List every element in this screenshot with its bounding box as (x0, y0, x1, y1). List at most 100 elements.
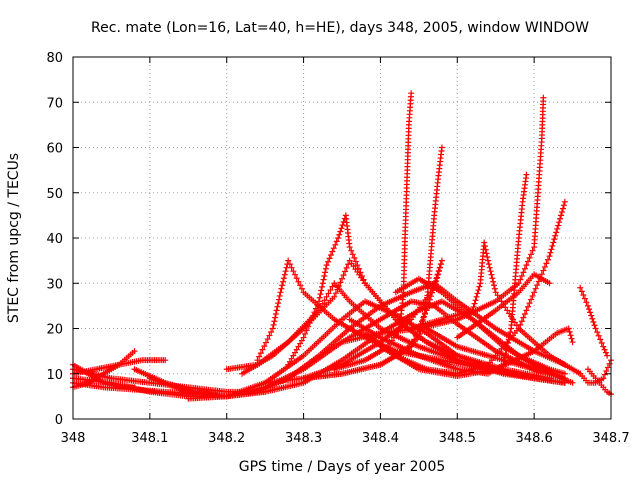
data-point (309, 312, 316, 319)
data-point (504, 307, 511, 314)
data-point (348, 247, 355, 254)
data-point (433, 275, 440, 282)
data-point (306, 320, 313, 327)
data-point (280, 275, 287, 282)
data-point (412, 332, 419, 339)
data-point (273, 307, 280, 314)
data-point (559, 208, 566, 215)
data-point (554, 225, 561, 232)
data-point (355, 265, 362, 272)
data-point (256, 353, 263, 360)
data-series-3 (70, 357, 169, 377)
x-tick-label: 348.2 (208, 431, 245, 446)
y-tick-label: 20 (46, 323, 63, 338)
data-point (295, 343, 302, 350)
data-point (415, 334, 422, 341)
data-point (323, 293, 330, 300)
data-series-21 (408, 239, 584, 377)
data-point (432, 278, 439, 285)
data-point (339, 275, 345, 282)
data-point (327, 287, 334, 294)
y-axis-ticks: 0 10 20 30 40 50 60 70 80 (46, 51, 611, 428)
data-point (546, 253, 553, 260)
data-series-25 (577, 284, 611, 359)
data-point (283, 264, 290, 271)
data-point (319, 280, 326, 287)
data-point (578, 288, 585, 295)
data-point (556, 219, 563, 226)
data-point (587, 309, 594, 316)
data-point (569, 339, 576, 346)
data-point (300, 334, 307, 341)
y-tick-label: 60 (46, 142, 63, 157)
data-point (532, 285, 539, 292)
data-point (329, 283, 336, 290)
data-point (601, 346, 608, 353)
data-point (317, 291, 324, 298)
data-point (548, 246, 555, 253)
data-point (326, 255, 333, 262)
data-point (351, 254, 358, 261)
data-point (312, 305, 319, 312)
data-point (491, 282, 498, 289)
data-point (325, 290, 332, 297)
data-point (337, 228, 344, 235)
data-point (315, 298, 322, 305)
data-point (329, 248, 336, 255)
data-point (547, 249, 554, 256)
data-point (481, 239, 488, 246)
data-point (600, 375, 607, 382)
data-point (293, 346, 300, 353)
x-tick-label: 348.3 (285, 431, 322, 446)
data-point (282, 268, 289, 275)
data-point (331, 293, 338, 300)
data-point (502, 350, 509, 357)
data-point (338, 225, 345, 232)
y-tick-label: 10 (46, 368, 63, 383)
data-point (349, 251, 356, 258)
data-point (476, 283, 483, 290)
data-point (553, 229, 560, 236)
data-point (526, 254, 533, 261)
data-point (297, 282, 304, 289)
data-point (131, 348, 138, 355)
data-point (592, 325, 599, 332)
data-point (523, 262, 530, 269)
data-point (262, 339, 269, 346)
y-tick-label: 70 (46, 96, 63, 111)
data-point (581, 295, 588, 302)
data-point (557, 215, 564, 222)
data-point (420, 313, 427, 320)
data-point (360, 276, 367, 283)
data-point (292, 349, 299, 356)
data-point (416, 331, 423, 338)
data-point (494, 292, 501, 299)
data-point (552, 232, 559, 239)
data-point (600, 343, 607, 350)
data-point (335, 235, 342, 241)
data-point (595, 332, 602, 339)
y-tick-label: 0 (55, 413, 63, 428)
data-point (271, 318, 278, 325)
data-point (308, 316, 315, 323)
data-point (580, 292, 587, 299)
data-point (358, 273, 365, 280)
data-point (544, 256, 551, 263)
data-series-16 (331, 90, 415, 373)
data-point (531, 289, 538, 296)
data-point (295, 278, 302, 285)
data-point (492, 289, 499, 296)
data-point (472, 297, 479, 304)
data-point (436, 264, 443, 271)
data-point (390, 334, 397, 341)
data-point (604, 352, 611, 359)
data-point (597, 336, 604, 343)
data-point (270, 321, 277, 328)
data-point (420, 316, 427, 323)
data-series-23 (423, 325, 576, 386)
data-point (427, 293, 434, 300)
data-point (277, 289, 284, 296)
y-tick-label: 50 (46, 187, 63, 202)
data-point (319, 283, 326, 290)
x-axis-label: GPS time / Days of year 2005 (239, 459, 446, 475)
